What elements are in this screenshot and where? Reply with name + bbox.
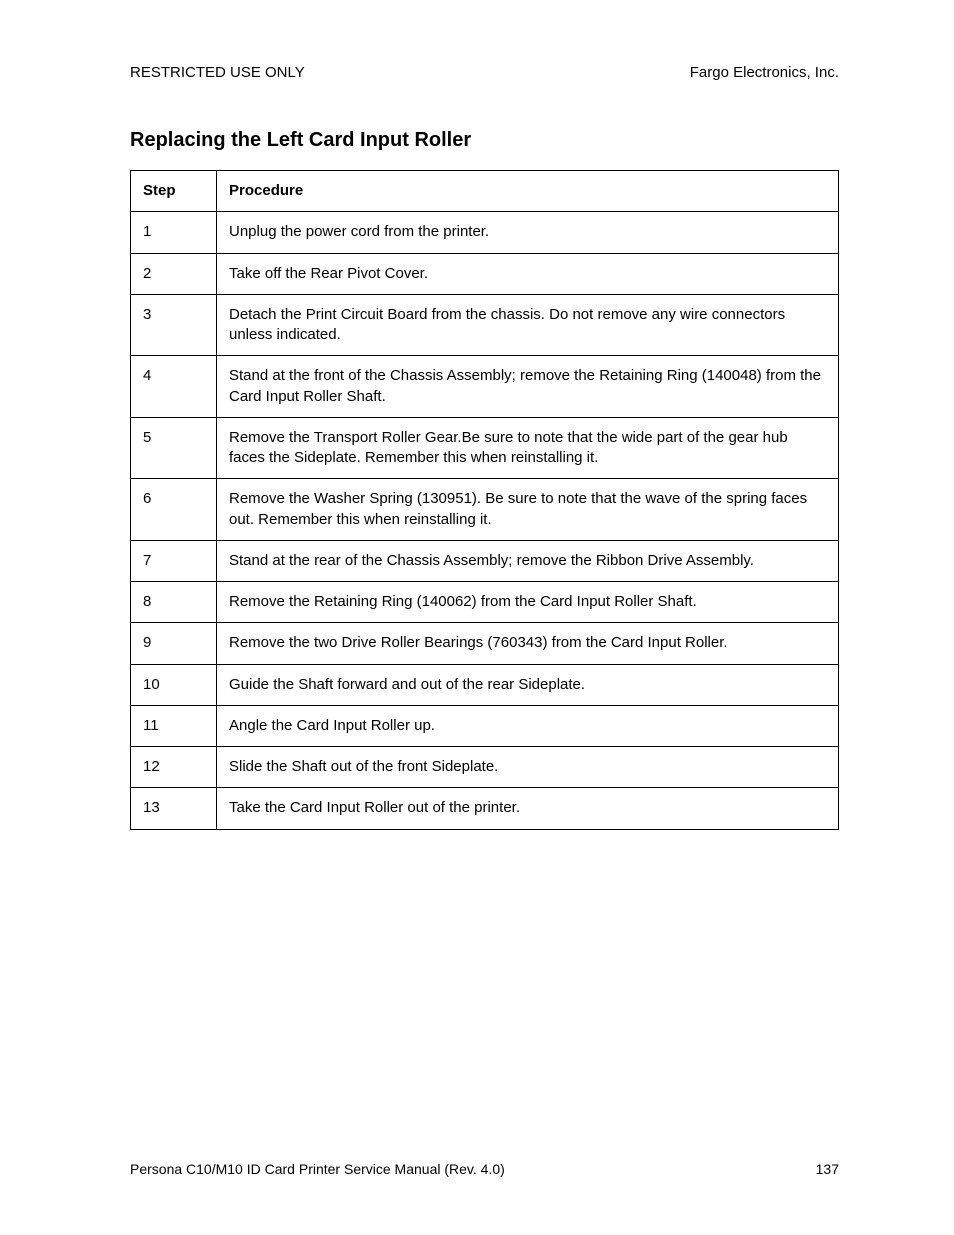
section-title: Replacing the Left Card Input Roller (130, 129, 839, 152)
procedure-text: Detach the Print Circuit Board from the … (217, 294, 839, 356)
procedure-text: Stand at the front of the Chassis Assemb… (217, 356, 839, 418)
procedure-text: Remove the Transport Roller Gear.Be sure… (217, 417, 839, 479)
step-number: 12 (131, 747, 217, 788)
footer-left-text: Persona C10/M10 ID Card Printer Service … (130, 1161, 505, 1177)
procedure-text: Guide the Shaft forward and out of the r… (217, 664, 839, 705)
header-left-text: RESTRICTED USE ONLY (130, 64, 305, 81)
procedure-text: Angle the Card Input Roller up. (217, 705, 839, 746)
step-number: 3 (131, 294, 217, 356)
page-footer: Persona C10/M10 ID Card Printer Service … (130, 1161, 839, 1177)
table-row: 1 Unplug the power cord from the printer… (131, 212, 839, 253)
table-row: 5 Remove the Transport Roller Gear.Be su… (131, 417, 839, 479)
step-number: 6 (131, 479, 217, 541)
page-content: RESTRICTED USE ONLY Fargo Electronics, I… (0, 0, 954, 830)
table-row: 8 Remove the Retaining Ring (140062) fro… (131, 582, 839, 623)
procedure-text: Stand at the rear of the Chassis Assembl… (217, 540, 839, 581)
procedure-text: Remove the two Drive Roller Bearings (76… (217, 623, 839, 664)
table-row: 2 Take off the Rear Pivot Cover. (131, 253, 839, 294)
page-number: 137 (816, 1161, 839, 1177)
table-row: 11 Angle the Card Input Roller up. (131, 705, 839, 746)
step-number: 10 (131, 664, 217, 705)
procedure-text: Take the Card Input Roller out of the pr… (217, 788, 839, 829)
table-header-row: Step Procedure (131, 171, 839, 212)
procedure-text: Remove the Washer Spring (130951). Be su… (217, 479, 839, 541)
step-number: 2 (131, 253, 217, 294)
table-row: 12 Slide the Shaft out of the front Side… (131, 747, 839, 788)
step-number: 7 (131, 540, 217, 581)
procedure-table: Step Procedure 1 Unplug the power cord f… (130, 170, 839, 830)
table-row: 6 Remove the Washer Spring (130951). Be … (131, 479, 839, 541)
table-row: 7 Stand at the rear of the Chassis Assem… (131, 540, 839, 581)
procedure-text: Take off the Rear Pivot Cover. (217, 253, 839, 294)
step-number: 8 (131, 582, 217, 623)
header-right-text: Fargo Electronics, Inc. (690, 64, 839, 81)
step-number: 13 (131, 788, 217, 829)
procedure-text: Unplug the power cord from the printer. (217, 212, 839, 253)
col-header-step: Step (131, 171, 217, 212)
page-header: RESTRICTED USE ONLY Fargo Electronics, I… (130, 64, 839, 81)
col-header-procedure: Procedure (217, 171, 839, 212)
table-row: 13 Take the Card Input Roller out of the… (131, 788, 839, 829)
step-number: 9 (131, 623, 217, 664)
step-number: 11 (131, 705, 217, 746)
step-number: 4 (131, 356, 217, 418)
procedure-text: Slide the Shaft out of the front Sidepla… (217, 747, 839, 788)
table-row: 9 Remove the two Drive Roller Bearings (… (131, 623, 839, 664)
step-number: 5 (131, 417, 217, 479)
procedure-text: Remove the Retaining Ring (140062) from … (217, 582, 839, 623)
table-row: 3 Detach the Print Circuit Board from th… (131, 294, 839, 356)
table-row: 10 Guide the Shaft forward and out of th… (131, 664, 839, 705)
table-row: 4 Stand at the front of the Chassis Asse… (131, 356, 839, 418)
step-number: 1 (131, 212, 217, 253)
